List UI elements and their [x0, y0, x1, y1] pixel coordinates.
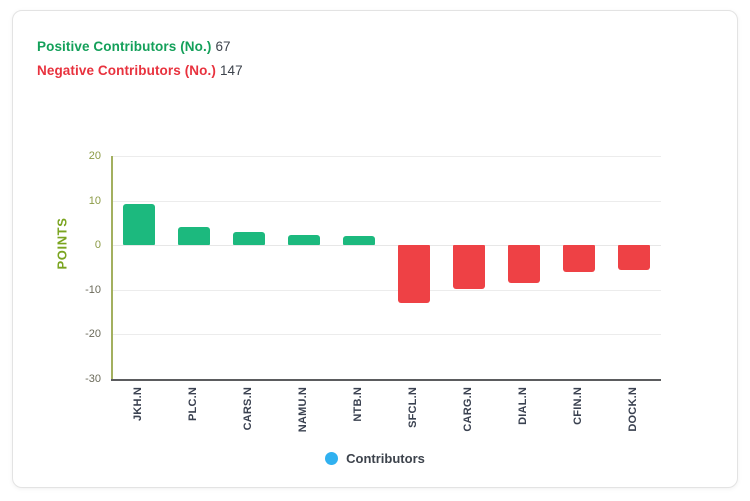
positive-contributors-line: Positive Contributors (No.) 67	[37, 39, 231, 54]
x-axis-label-JKH.N: JKH.N	[131, 386, 144, 421]
gridline-20	[111, 156, 661, 157]
x-axis-label-NTB.N: NTB.N	[351, 386, 364, 422]
x-axis-label-SFCL.N: SFCL.N	[406, 386, 419, 428]
positive-contributors-label: Positive Contributors (No.)	[37, 39, 212, 54]
negative-contributors-line: Negative Contributors (No.) 147	[37, 63, 243, 78]
gridline--20	[111, 334, 661, 335]
y-tick-label--10: -10	[85, 283, 101, 296]
bar-NAMU.N[interactable]	[287, 234, 320, 245]
x-axis-label-PLC.N: PLC.N	[186, 386, 199, 421]
x-axis-label-DIAL.N: DIAL.N	[516, 386, 529, 425]
gridline-0	[111, 245, 661, 246]
x-axis-line	[111, 378, 661, 381]
x-axis-label-NAMU.N: NAMU.N	[296, 386, 309, 432]
negative-contributors-value: 147	[219, 63, 243, 78]
bar-CFIN.N[interactable]	[562, 245, 595, 273]
y-tick-label--20: -20	[85, 328, 101, 340]
y-tick-label-20: 20	[88, 150, 101, 162]
bar-CARS.N[interactable]	[232, 232, 265, 245]
contributors-card: Positive Contributors (No.) 67 Negative C…	[12, 10, 738, 488]
y-tick-label--30: -30	[85, 372, 101, 385]
gridline-10	[111, 200, 661, 202]
bar-NTB.N[interactable]	[342, 236, 375, 245]
x-axis-label-DOCK.N: DOCK.N	[626, 386, 639, 432]
y-axis-line	[111, 156, 113, 380]
bar-SFCL.N[interactable]	[397, 245, 430, 303]
positive-contributors-value: 67	[215, 39, 231, 54]
bar-PLC.N[interactable]	[177, 227, 210, 245]
y-tick-label-0: 0	[94, 239, 101, 251]
y-tick-label-10: 10	[88, 194, 101, 207]
legend-marker-icon	[325, 452, 339, 465]
negative-contributors-label: Negative Contributors (No.)	[37, 63, 216, 78]
legend-item-contributors[interactable]: Contributors	[13, 451, 737, 466]
x-axis-label-CARG.N: CARG.N	[461, 386, 474, 432]
gridline--10	[111, 289, 661, 291]
bar-CARG.N[interactable]	[452, 245, 485, 289]
x-axis-label-CARS.N: CARS.N	[241, 386, 254, 430]
x-axis-label-CFIN.N: CFIN.N	[571, 386, 584, 425]
bar-JKH.N[interactable]	[122, 203, 155, 245]
bar-DOCK.N[interactable]	[617, 245, 650, 271]
bar-DIAL.N[interactable]	[507, 245, 540, 283]
legend-label: Contributors	[346, 451, 425, 466]
